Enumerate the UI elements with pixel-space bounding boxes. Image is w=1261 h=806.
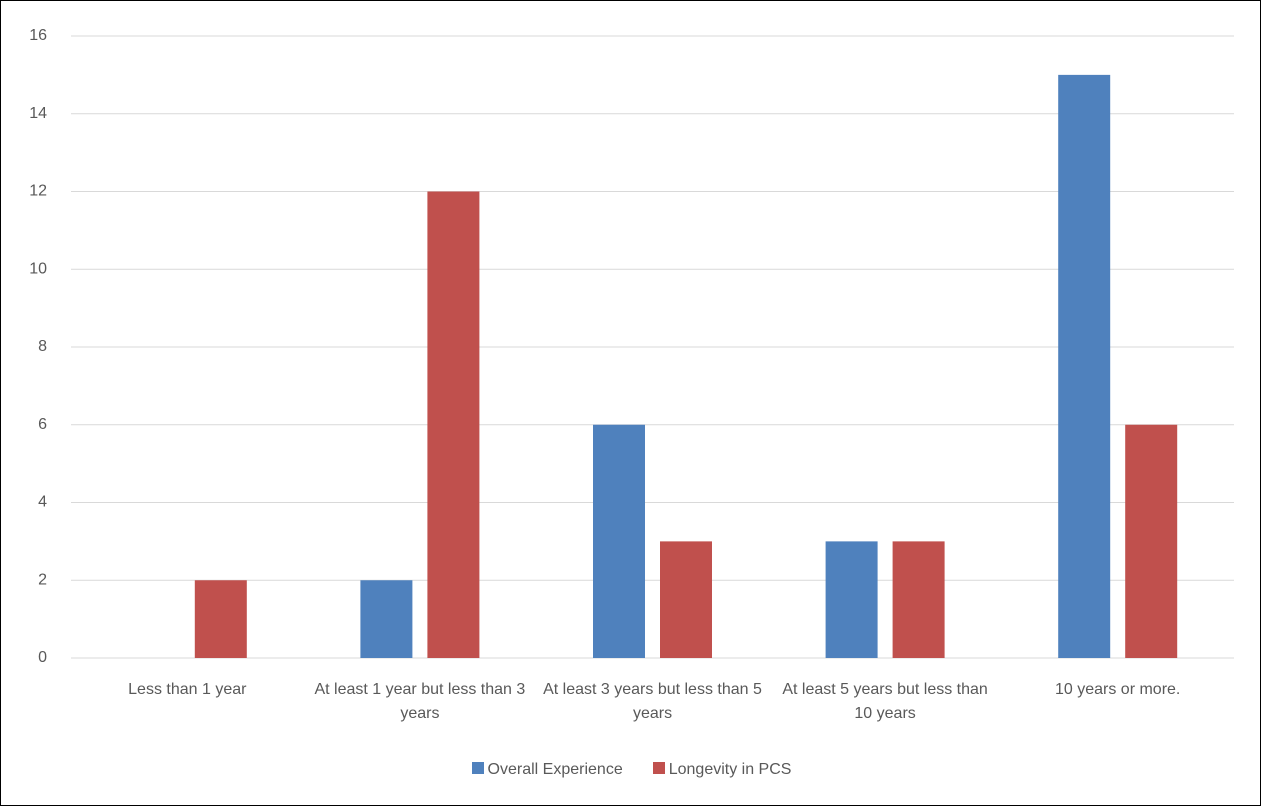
y-tick-label: 14 bbox=[29, 105, 47, 122]
x-tick-label: Less than 1 year bbox=[128, 681, 247, 698]
legend-swatch bbox=[652, 762, 665, 774]
bar bbox=[593, 424, 645, 658]
y-tick-label: 8 bbox=[38, 338, 47, 355]
y-tick-label: 12 bbox=[29, 183, 47, 200]
x-tick-label: 10 years or more. bbox=[1054, 681, 1181, 698]
legend: Overall Experience Longevity in PCS bbox=[1, 761, 1260, 779]
bar bbox=[194, 580, 247, 658]
bar bbox=[1125, 424, 1178, 658]
legend-label: Longevity in PCS bbox=[668, 761, 792, 778]
y-tick-label: 10 bbox=[29, 260, 47, 277]
x-tick-label: At least 3 years but less than 5 years bbox=[543, 681, 762, 722]
y-tick-label: 0 bbox=[38, 649, 47, 666]
bar bbox=[660, 541, 712, 658]
legend-label: Overall Experience bbox=[487, 761, 623, 778]
bar bbox=[825, 541, 878, 658]
bar bbox=[427, 191, 480, 658]
y-tick-label: 4 bbox=[38, 494, 47, 511]
bar bbox=[1058, 74, 1111, 658]
legend-item: Overall Experience bbox=[471, 761, 623, 779]
bar bbox=[892, 541, 945, 658]
x-tick-label: At least 5 years but less than 10 years bbox=[782, 681, 988, 722]
y-tick-label: 6 bbox=[38, 416, 47, 433]
bar bbox=[360, 580, 413, 658]
legend-swatch bbox=[471, 762, 484, 774]
y-tick-label: 2 bbox=[38, 571, 47, 588]
x-tick-label: At least 1 year but less than 3 years bbox=[314, 681, 526, 722]
y-tick-label: 16 bbox=[29, 27, 47, 44]
legend-item: Longevity in PCS bbox=[652, 761, 792, 779]
